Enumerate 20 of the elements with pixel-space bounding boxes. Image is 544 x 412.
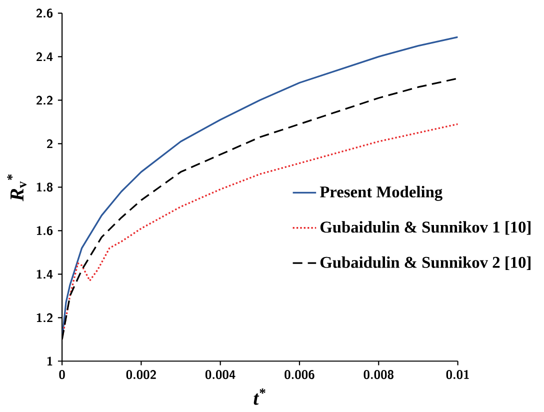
y-axis-title: R$_{v}$* bbox=[7, 174, 26, 202]
y-tick-label: 2.6 bbox=[36, 8, 53, 18]
legend-label: Gubaidulin & Sunnikov 1 [10] bbox=[320, 221, 530, 235]
x-tick-label: 0.002 bbox=[126, 370, 156, 380]
x-tick-label: 0 bbox=[59, 370, 65, 380]
y-tick-label: 1 bbox=[47, 356, 52, 366]
y-tick-label: 2.4 bbox=[36, 52, 53, 62]
legend-label: Present Modeling bbox=[320, 186, 442, 201]
legend-label: Gubaidulin & Sunnikov 2 [10] bbox=[320, 256, 530, 270]
y-tick-label: 1.4 bbox=[36, 270, 53, 278]
y-tick-label: 1.2 bbox=[36, 313, 52, 322]
x-tick-label: 0.01 bbox=[446, 370, 469, 380]
y-tick-label: 2.2 bbox=[36, 96, 52, 105]
y-tick-label: 2 bbox=[46, 139, 52, 148]
x-tick-label: 0.006 bbox=[284, 370, 314, 380]
x-tick-label: 0.004 bbox=[205, 370, 236, 380]
x-tick-label: 0.008 bbox=[364, 370, 394, 380]
x-axis-title: t$^{*}$ bbox=[254, 388, 266, 405]
y-tick-label: 1.8 bbox=[36, 182, 53, 192]
y-tick-label: 1.6 bbox=[36, 226, 53, 236]
